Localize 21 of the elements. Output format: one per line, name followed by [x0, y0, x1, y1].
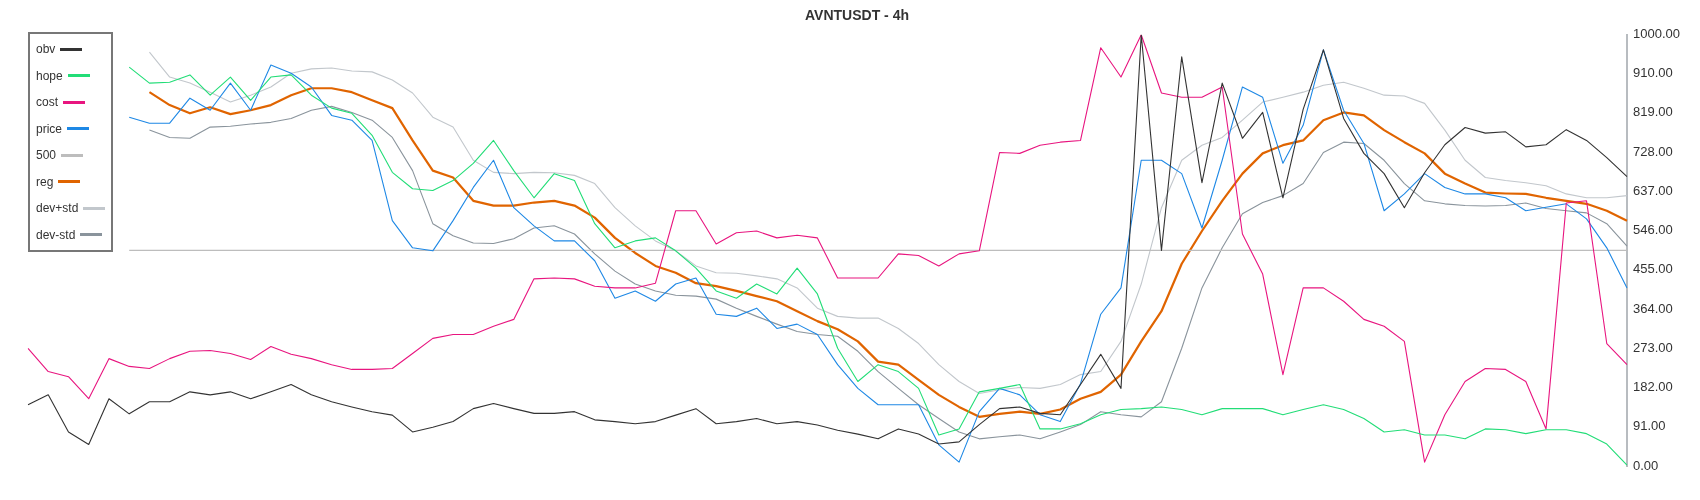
legend-label: reg	[36, 174, 54, 189]
y-tick-label: 1000.00	[1633, 26, 1681, 42]
legend-label: 500	[36, 148, 57, 163]
y-tick-label: 637.00	[1633, 182, 1673, 198]
y-tick-label: 819.00	[1633, 104, 1673, 120]
legend-label: price	[36, 121, 63, 136]
y-tick-label: 728.00	[1633, 143, 1673, 159]
chart-title: AVNTUSDT - 4h	[805, 7, 909, 24]
y-tick-label: 91.00	[1633, 418, 1666, 434]
y-tick-label: 364.00	[1633, 300, 1673, 316]
y-tick-label: 546.00	[1633, 222, 1673, 238]
y-tick-label: 910.00	[1633, 65, 1673, 81]
y-tick-label: 273.00	[1633, 339, 1673, 355]
legend-label: cost	[36, 95, 59, 110]
y-tick-label: 182.00	[1633, 379, 1673, 395]
legend-label: dev+std	[36, 201, 79, 216]
legend-label: hope	[36, 68, 63, 83]
y-tick-label: 0.00	[1633, 457, 1659, 473]
legend-label: obv	[36, 42, 56, 57]
y-tick-label: 455.00	[1633, 261, 1673, 277]
legend-label: dev-std	[36, 227, 76, 242]
